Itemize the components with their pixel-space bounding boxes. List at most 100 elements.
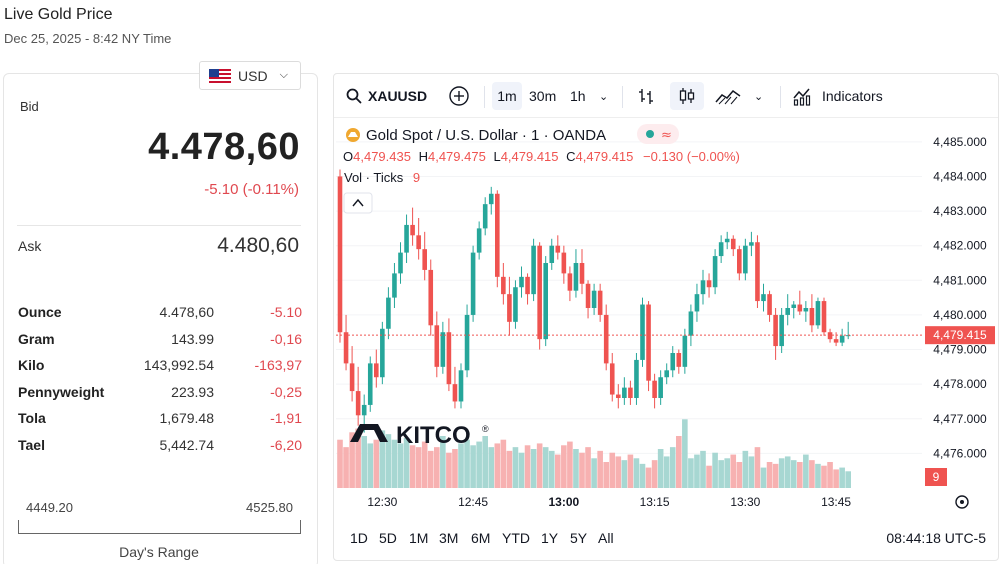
toolbar-separator	[780, 86, 781, 108]
unit-price-table: Ounce 4.478,60 -5.10 Gram 143.99 -0,16 K…	[18, 301, 302, 460]
market-status-badge[interactable]	[637, 124, 679, 144]
range-6m-button[interactable]: 6M	[471, 530, 491, 546]
volume-bar	[597, 450, 603, 488]
candle-body	[543, 263, 548, 340]
candle-body	[591, 290, 597, 308]
indicators-button[interactable]: Indicators	[792, 82, 883, 110]
ask-label: Ask	[18, 238, 42, 254]
range-ytd-button[interactable]: YTD	[502, 530, 530, 546]
range-1d-button[interactable]: 1D	[350, 530, 368, 546]
toolbar-separator	[622, 86, 623, 108]
range-5y-button[interactable]: 5Y	[570, 530, 588, 546]
volume-bar	[663, 456, 670, 488]
registered-mark: ®	[482, 424, 489, 434]
chart-clock: 08:44:18 UTC-5	[886, 530, 986, 546]
volume-bar	[573, 449, 579, 488]
unit-name: Pennyweight	[18, 383, 105, 400]
chart-settings-button[interactable]	[955, 495, 969, 509]
volume-bar	[809, 460, 815, 488]
volume-bar	[506, 450, 513, 488]
volume-bar	[815, 463, 821, 488]
symbol-search-button[interactable]: XAUUSD	[346, 82, 427, 110]
candles-chart-type-button[interactable]	[670, 82, 704, 110]
y-tick-label: 4,479.000	[933, 343, 987, 357]
volume-bar	[548, 450, 555, 488]
volume-bar	[409, 445, 416, 488]
time-axis[interactable]: 12:30 12:45 13:00 13:15 13:30 13:45	[367, 495, 851, 509]
range-3m-button[interactable]: 3M	[439, 530, 459, 546]
volume-bar	[391, 439, 398, 488]
candle-body	[428, 269, 434, 326]
candle-body	[603, 314, 609, 364]
volume-bar	[803, 454, 809, 488]
interval-label: 30m	[529, 88, 557, 104]
x-tick-label: 13:15	[640, 495, 670, 509]
days-range-high: 4525.80	[246, 500, 293, 515]
range-all-button[interactable]: All	[598, 530, 614, 546]
candle-body	[609, 363, 615, 395]
candle-body	[410, 224, 415, 236]
volume-bar	[482, 436, 488, 488]
price-chart[interactable]: 4,476.000 4,477.000 4,478.000 4,479.000 4,48…	[334, 118, 998, 518]
candle-body	[628, 387, 633, 398]
open-value: 4,479.435	[353, 149, 411, 164]
chart-grid	[336, 141, 922, 454]
volume-bar	[760, 467, 767, 488]
range-1y-button[interactable]: 1Y	[541, 530, 559, 546]
volume-bar	[627, 454, 634, 488]
last-volume-tag	[925, 468, 947, 486]
volume-bar	[772, 463, 779, 488]
price-axis[interactable]: 4,476.000 4,477.000 4,478.000 4,479.000 4,48…	[933, 135, 987, 461]
volume-bar	[839, 467, 845, 488]
indicators-label: Indicators	[822, 88, 883, 104]
candle-body	[664, 370, 669, 378]
ohlc-readout: O4,479.435 H4,479.475 L4,479.415 C4,479.…	[343, 149, 740, 164]
candle-body	[386, 297, 391, 329]
volume-bar	[748, 456, 755, 488]
range-1m-button[interactable]: 1M	[409, 530, 429, 546]
quote-panel	[3, 73, 318, 564]
x-tick-label: 13:00	[548, 495, 579, 509]
interval-30m[interactable]: 30m	[529, 82, 556, 110]
volume-bar	[633, 458, 640, 488]
chart-type-dropdown-chevron-icon[interactable]: ⌄	[754, 90, 764, 103]
volume-bar	[542, 447, 549, 488]
volume-bar	[421, 441, 428, 488]
y-tick-label: 4,482.000	[933, 239, 987, 253]
volume-bar	[833, 469, 839, 488]
gear-icon-center	[960, 500, 964, 504]
volume-bar	[355, 428, 361, 488]
open-label: O	[343, 149, 353, 164]
search-icon	[346, 88, 362, 104]
volume-bar	[343, 447, 349, 488]
compare-symbol-button[interactable]	[448, 82, 470, 110]
bar-chart-type-button[interactable]	[636, 82, 656, 110]
interval-label: 1h	[570, 88, 586, 104]
volume-bar	[367, 443, 374, 488]
area-chart-type-button[interactable]	[714, 82, 742, 110]
candles	[337, 169, 851, 433]
candle-body	[743, 245, 748, 274]
days-range-bar	[18, 520, 301, 534]
x-tick-label: 13:45	[821, 495, 851, 509]
candle-body	[749, 242, 754, 246]
volume-bar	[657, 449, 664, 488]
interval-1h[interactable]: 1h	[570, 82, 586, 110]
close-value: 4,479.415	[576, 149, 634, 164]
candle-body	[470, 252, 476, 315]
candle-body	[640, 304, 645, 360]
bid-label: Bid	[20, 99, 39, 114]
y-tick-label: 4,477.000	[933, 412, 987, 426]
volume-bar	[494, 443, 501, 488]
currency-select[interactable]: USD ⌵	[199, 61, 301, 90]
unit-row-pennyweight: Pennyweight 223.93 -0,25	[18, 381, 302, 408]
candle-body	[495, 193, 500, 277]
candle-body	[809, 308, 815, 326]
range-5d-button[interactable]: 5D	[379, 530, 397, 546]
page-title: Live Gold Price	[4, 6, 113, 23]
volume-bar	[609, 452, 616, 488]
volume-bar	[446, 452, 452, 488]
interval-1m[interactable]: 1m	[492, 82, 522, 110]
collapse-legend-button[interactable]	[343, 192, 373, 214]
interval-dropdown-chevron-icon[interactable]: ⌄	[599, 90, 609, 103]
